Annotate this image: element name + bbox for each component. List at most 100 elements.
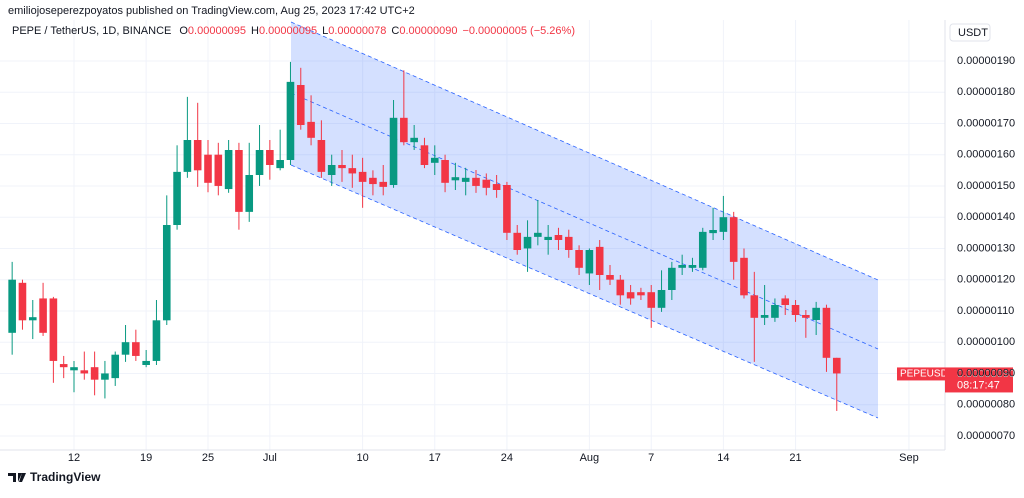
candle-body <box>678 265 686 268</box>
candle-body <box>802 315 810 318</box>
candle-body <box>183 140 192 172</box>
y-tick-label: 0.00000180 <box>957 86 1015 98</box>
candle-body <box>245 175 254 212</box>
candle-body <box>8 279 16 333</box>
candle-body <box>760 315 769 318</box>
candle-body <box>369 177 377 185</box>
x-tick-label: Sep <box>899 452 919 464</box>
candles <box>8 61 841 411</box>
logo: TradingView <box>8 470 101 484</box>
y-tick-label: 0.00000080 <box>957 399 1015 411</box>
candle-body <box>389 117 398 185</box>
candle-body <box>771 305 779 318</box>
candle-body <box>626 292 635 299</box>
countdown: 08:17:47 <box>957 379 1000 391</box>
logo-icon <box>8 473 26 482</box>
candle-body <box>698 231 707 268</box>
ohlc-label: L <box>322 25 328 37</box>
candle-body <box>595 246 604 275</box>
header: emiliojoseperezpoyatos published on Trad… <box>8 5 415 17</box>
candle-body <box>348 168 357 174</box>
y-tick-label: 0.00000140 <box>957 211 1015 223</box>
ohlc-label: C <box>391 25 399 37</box>
ohlc-label: H <box>251 25 259 37</box>
x-tick-label: 7 <box>648 452 654 464</box>
candle-body <box>657 290 666 308</box>
x-tick-label: 14 <box>717 452 729 464</box>
y-tick-label: 0.00000170 <box>957 117 1015 129</box>
candle-body <box>70 367 78 371</box>
footer: TradingView <box>30 470 101 484</box>
candle-body <box>39 298 47 333</box>
candle-body <box>430 157 439 163</box>
candle-body <box>637 292 645 296</box>
candle-body <box>255 150 264 175</box>
candle-body <box>482 179 491 188</box>
candle-body <box>812 307 820 320</box>
candle-body <box>750 295 759 318</box>
candle-body <box>544 236 552 240</box>
ohlc-value: 0.00000090 <box>399 25 457 37</box>
candle-body <box>317 140 326 172</box>
y-tick-label: 0.00000130 <box>957 242 1015 254</box>
x-tick-label: 21 <box>789 452 801 464</box>
candle-body <box>132 342 140 356</box>
candle-body <box>266 150 274 165</box>
candle-body <box>554 235 563 240</box>
candle-body <box>173 171 181 225</box>
candle-body <box>534 232 542 237</box>
y-tick-label: 0.00000070 <box>957 430 1015 442</box>
candle-body <box>28 317 37 321</box>
legend-title: PEPE / TetherUS, 1D, BINANCE <box>12 25 171 37</box>
candle-body <box>18 282 27 321</box>
candle-body <box>523 236 532 249</box>
candle-body <box>358 171 367 182</box>
candle-body <box>121 342 130 355</box>
candle-body <box>461 177 470 182</box>
candle-body <box>791 305 800 315</box>
candle-body <box>441 160 449 183</box>
candle-body <box>152 320 161 361</box>
ohlc-label: O <box>179 25 188 37</box>
candle-body <box>729 217 738 262</box>
x-tick-label: Aug <box>580 452 600 464</box>
candle-body <box>204 154 212 183</box>
candle-body <box>513 232 522 250</box>
candle-body <box>49 298 58 361</box>
y-tick-label: 0.00000090 <box>957 367 1015 379</box>
y-tick-label: 0.00000120 <box>957 274 1015 286</box>
candle-body <box>296 85 305 125</box>
price-box <box>945 367 1013 393</box>
ohlc-value: 0.00000078 <box>328 25 386 37</box>
legend: PEPE / TetherUS, 1D, BINANCE O0.00000095 H… <box>12 25 575 37</box>
candle-body <box>90 367 99 380</box>
candle-body <box>688 265 697 268</box>
candle-body <box>420 145 429 165</box>
candle-body <box>822 307 831 358</box>
candle-body <box>606 275 614 280</box>
candle-body <box>327 165 336 175</box>
candle-body <box>214 154 223 186</box>
y-tick-label: 0.00000100 <box>957 336 1015 348</box>
candle-body <box>503 185 511 233</box>
candle-body <box>193 140 202 171</box>
change: −0.00000005 (−5.26%) <box>462 25 575 37</box>
candle-body <box>647 292 656 308</box>
candle-body <box>451 177 460 181</box>
channel-mid <box>290 92 879 350</box>
candle-body <box>59 364 68 368</box>
candle-body <box>740 257 748 296</box>
candle-body <box>286 81 295 160</box>
candle-body <box>142 360 150 365</box>
candle-body <box>492 184 501 190</box>
ohlc-value: 0.00000095 <box>188 25 246 37</box>
candle-body <box>101 373 109 380</box>
currency-box <box>949 23 991 42</box>
y-tick-label: 0.00000110 <box>957 305 1014 317</box>
candle-body <box>379 181 388 187</box>
candle-body <box>338 165 346 169</box>
candle-body <box>224 150 233 190</box>
x-tick-label: 17 <box>429 452 441 464</box>
candle-body <box>719 217 728 232</box>
